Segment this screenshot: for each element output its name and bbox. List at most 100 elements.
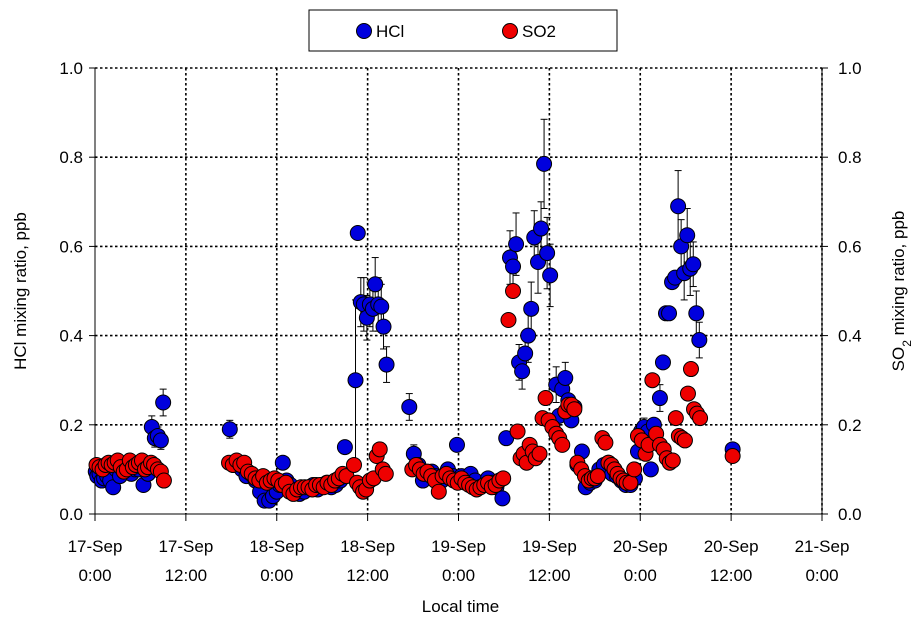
hcl-point [691,332,708,349]
x-tick-label-time: 12:00 [528,566,571,585]
hcl-point [517,345,534,362]
hcl-point [651,390,668,407]
hcl-point [221,421,238,438]
y-tick-label-right: 0.4 [838,327,862,346]
hcl-point [670,198,687,215]
legend: HCl SO2 [308,9,618,52]
so2-point [566,401,583,418]
hcl-point [679,227,696,244]
y-tick-label-right: 0.8 [838,148,862,167]
so2-point [682,361,699,378]
so2-point [505,283,522,299]
so2-point [597,434,614,451]
hcl-point [520,327,537,344]
x-tick-label-time: 12:00 [165,566,208,585]
so2-point [679,385,696,402]
x-tick-label-date: 20-Sep [704,537,759,556]
hcl-point [557,369,574,386]
legend-marker-hcl [356,23,372,39]
hcl-point [505,258,522,275]
hcl-point [494,490,511,507]
hcl-point [349,225,366,242]
so2-point [626,461,643,478]
y-tick-label-right: 1.0 [838,59,862,78]
y-tick-label-right: 0.2 [838,416,862,435]
y-tick-label-right: 0.6 [838,237,862,256]
x-tick-label-date: 20-Sep [613,537,668,556]
so2-point [155,472,172,489]
hcl-point [642,461,659,478]
y-tick-label-left: 0.6 [59,237,83,256]
x-tick-label-time: 12:00 [346,566,389,585]
y-tick-label-left: 0.4 [59,327,83,346]
so2-point [644,372,661,389]
so2-point [531,445,548,462]
so2-point [664,452,681,469]
hcl-point [685,256,702,273]
legend-box [308,9,618,52]
data-points [87,155,741,509]
axis-labels: 0.0 0.0 0.2 0.2 0.4 0.4 0.6 0.6 0.8 0.8 1.0 1.0 17-S… [11,59,912,616]
hcl-point [373,298,390,315]
hcl-point [654,354,671,371]
so2-point [589,468,606,485]
y-axis-title-left: HCl mixing ratio, ppb [11,212,30,370]
x-tick-label-time: 0:00 [442,566,475,585]
hcl-point [375,318,392,335]
x-tick-label-time: 0:00 [78,566,111,585]
so2-point [371,441,388,458]
so2-point [692,410,709,427]
y-tick-label-left: 0.8 [59,148,83,167]
so2-point [676,432,693,449]
so2-point [345,456,362,473]
x-tick-label-time: 0:00 [260,566,293,585]
hcl-point [661,305,678,322]
y-tick-label-right: 0.0 [838,505,862,524]
x-tick-label-time: 12:00 [710,566,753,585]
hcl-point [401,398,418,415]
x-tick-label-time: 0:00 [805,566,838,585]
x-axis-title: Local time [422,597,499,616]
x-tick-label-date: 19-Sep [431,537,486,556]
so2-point [622,474,639,491]
hcl-point [514,363,531,380]
hcl-point [539,245,556,262]
hcl-point [536,155,553,172]
so2-point [430,483,447,500]
hcl-point [378,356,395,373]
hcl-point [152,432,169,449]
so2-point [537,390,554,407]
legend-label-hcl: HCl [376,22,404,41]
x-tick-label-date: 18-Sep [249,537,304,556]
hcl-point [155,394,172,411]
x-tick-label-date: 19-Sep [522,537,577,556]
so2-point [554,436,571,453]
hcl-point [448,436,465,453]
so2-point [667,410,684,427]
y-tick-label-left: 0.2 [59,416,83,435]
error-bars [148,118,703,464]
hcl-point [347,372,364,389]
hcl-point [508,236,525,253]
hcl-point [523,300,540,317]
x-tick-label-date: 21-Sep [795,537,850,556]
axis-ticks [89,67,828,521]
so2-point [500,311,517,328]
hcl-point [533,220,550,237]
hcl-point [542,267,559,284]
hcl-point [274,454,291,471]
x-tick-label-time: 0:00 [624,566,657,585]
x-tick-label-date: 17-Sep [158,537,213,556]
legend-label-so2: SO2 [522,22,556,41]
y-axis-title-right: SO2 mixing ratio, ppb [889,211,912,372]
x-tick-label-date: 17-Sep [68,537,123,556]
y-tick-label-left: 1.0 [59,59,83,78]
y-tick-label-left: 0.0 [59,505,83,524]
hcl-point [336,439,353,456]
so2-point [509,423,526,440]
so2-point [495,470,512,487]
x-tick-label-date: 18-Sep [340,537,395,556]
legend-marker-so2 [502,23,518,39]
